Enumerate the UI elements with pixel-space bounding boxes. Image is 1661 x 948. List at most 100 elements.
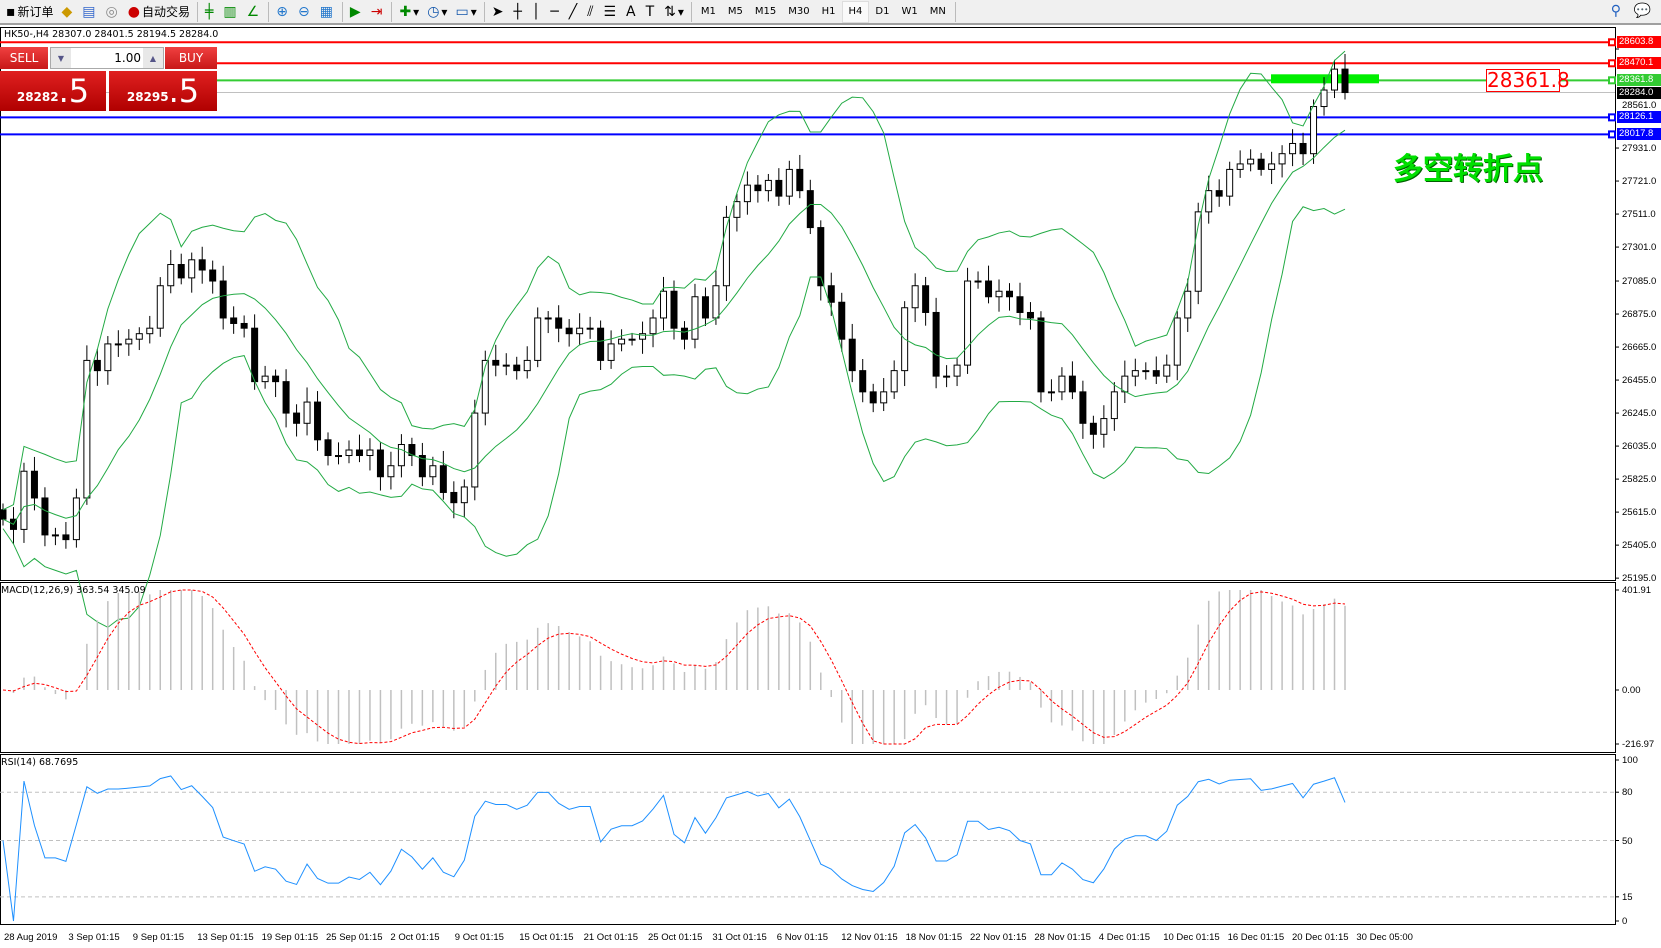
text-label-button[interactable]: T [642, 1, 661, 23]
cursor-button[interactable]: ➤ [488, 1, 510, 23]
zoom-out-button[interactable]: ⊖ [294, 1, 316, 23]
bull-candle [1331, 68, 1339, 91]
chart-shift-button[interactable]: ⇥ [367, 1, 389, 23]
price-level-label: 28126.1 [1617, 111, 1661, 124]
zoom-in-button[interactable]: ⊕ [272, 1, 294, 23]
timeframe-m1[interactable]: M1 [700, 6, 716, 17]
channel-button[interactable]: ⫽ [583, 1, 599, 23]
navigator-button[interactable]: ▤ [78, 1, 101, 23]
bull-candle [1278, 153, 1286, 165]
timeframe-h1[interactable]: H1 [821, 6, 836, 17]
time-axis-label: 16 Dec 01:15 [1227, 932, 1285, 943]
crosshair-button[interactable]: ┼ [509, 1, 527, 23]
timeframe-m5[interactable]: M5 [727, 6, 743, 17]
rsi-line [2, 775, 1346, 922]
bear-candle [1016, 296, 1024, 313]
timeframe-mn[interactable]: MN [929, 6, 946, 17]
bull-candle [1131, 370, 1139, 377]
crosshair-icon: ┼ [513, 3, 522, 20]
candle-chart-button[interactable]: ▥ [219, 1, 242, 23]
search-icon[interactable]: ⚲ [1610, 3, 1621, 19]
bull-candle [964, 280, 972, 366]
line-chart-button[interactable]: ∠ [243, 1, 266, 23]
new-order-button[interactable]: ▪ 新订单 [6, 3, 54, 20]
vertical-line-button[interactable]: │ [528, 1, 546, 23]
auto-scroll-button[interactable]: ▶ [346, 1, 367, 23]
signals-button[interactable]: ◎ [102, 1, 124, 23]
time-axis-label: 4 Dec 01:15 [1098, 932, 1151, 943]
bear-candle [219, 280, 227, 319]
fibonacci-icon: ☰ [603, 3, 617, 20]
bull-candle [1236, 163, 1244, 170]
divider [341, 1, 343, 22]
timeframe-h4[interactable]: H4 [841, 0, 870, 23]
indicators-button[interactable]: ✚ ▾ [399, 3, 420, 20]
bar-chart-button[interactable]: ╪ [201, 1, 219, 23]
bear-candle [827, 285, 835, 303]
price-tick-label: 26875.0 [1622, 309, 1657, 321]
time-axis-label: 31 Oct 01:15 [712, 932, 767, 943]
bull-candle [523, 359, 531, 372]
level-handle [1608, 130, 1616, 139]
auto-trading-button[interactable]: ● 自动交易 [127, 3, 190, 20]
timeframe-m30[interactable]: M30 [788, 6, 810, 17]
macd-tick-label: 0.00 [1622, 685, 1641, 696]
sell-button[interactable]: SELL [0, 47, 48, 69]
chat-icon[interactable]: 💬 [1633, 3, 1651, 19]
bull-candle [481, 359, 489, 414]
text-button[interactable]: A [622, 1, 642, 23]
bull-candle [953, 364, 961, 377]
bull-candle [995, 290, 1003, 298]
lot-input[interactable] [71, 51, 143, 65]
time-axis-label: 28 Nov 01:15 [1034, 932, 1091, 943]
timeframe-bar: M1 M5 M15 M30 H1 H4 D1 W1 MN [695, 0, 952, 23]
price-tick-label: 27931.0 [1622, 143, 1657, 155]
arrows-button[interactable]: ⇅ ▾ [664, 3, 684, 20]
bear-candle [848, 338, 856, 372]
time-axis-label: 19 Sep 01:15 [261, 932, 319, 943]
bull-candle [1047, 391, 1055, 394]
fibonacci-button[interactable]: ☰ [599, 1, 622, 23]
periods-button[interactable]: ◷ ▾ [427, 3, 448, 20]
horizontal-line-button[interactable]: ─ [546, 1, 564, 23]
bear-candle [0, 509, 7, 520]
bull-candle [156, 285, 164, 329]
buy-button[interactable]: BUY [165, 47, 217, 69]
bear-candle [670, 290, 678, 329]
bear-candle [1152, 370, 1160, 377]
bull-candle [1194, 211, 1202, 292]
chart-canvas[interactable] [0, 27, 1661, 925]
bear-candle [1026, 311, 1034, 319]
lot-stepper[interactable]: ▼ ▲ [50, 47, 164, 69]
bull-candle [125, 338, 133, 345]
bear-candle [1089, 422, 1097, 435]
bear-candle [680, 327, 688, 340]
bull-candle [1247, 158, 1255, 165]
bear-candle [492, 359, 500, 366]
buy-price-button[interactable]: 28295.5 [109, 71, 217, 111]
timeframe-m15[interactable]: M15 [754, 6, 777, 17]
bull-candle [261, 375, 269, 383]
bull-candle [576, 327, 584, 335]
decrease-lot-icon[interactable]: ▼ [51, 48, 71, 68]
time-axis-label: 9 Sep 01:15 [132, 932, 185, 943]
bull-candle [471, 412, 479, 488]
tile-windows-button[interactable]: ▦ [316, 1, 339, 23]
sell-price-button[interactable]: 28282.5 [0, 71, 106, 111]
bear-candle [293, 412, 301, 424]
market-watch-button[interactable]: ◆ [58, 1, 79, 23]
bull-candle [188, 259, 196, 279]
trendline-button[interactable]: ╱ [565, 1, 583, 23]
bollinger-upper [2, 50, 1346, 511]
bear-candle [240, 322, 248, 329]
increase-lot-icon[interactable]: ▲ [143, 48, 163, 68]
price-tick-label: 25825.0 [1622, 474, 1657, 486]
macd-tick-label: 401.91 [1622, 585, 1652, 596]
templates-button[interactable]: ▭ ▾ [455, 3, 477, 20]
timeframe-w1[interactable]: W1 [901, 6, 918, 17]
bull-candle [1268, 163, 1276, 170]
bull-candle [660, 290, 668, 319]
auto-scroll-icon: ▶ [349, 3, 361, 20]
bull-candle [460, 486, 468, 504]
timeframe-d1[interactable]: D1 [875, 6, 890, 17]
